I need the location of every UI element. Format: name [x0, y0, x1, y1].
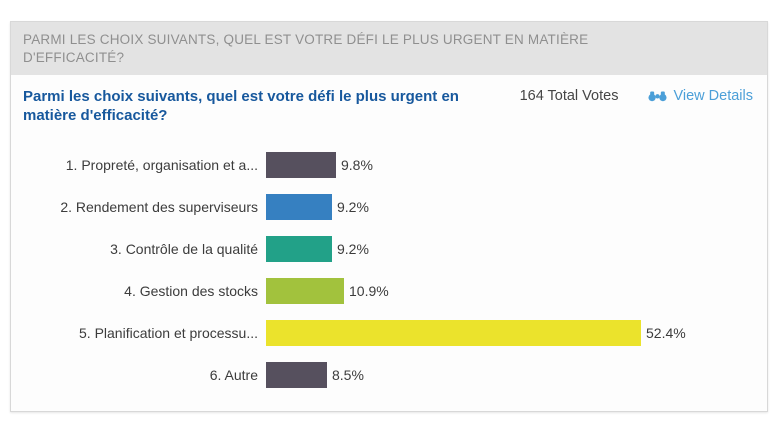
poll-row: 1. Propreté, organisation et a... 9.8% — [23, 144, 755, 186]
total-votes: 164 Total Votes — [519, 88, 619, 104]
poll-option-label: 5. Planification et processu... — [79, 325, 258, 341]
poll-result-card: PARMI LES CHOIX SUIVANTS, QUEL EST VOTRE… — [10, 21, 768, 412]
poll-option-label: 3. Contrôle de la qualité — [110, 241, 258, 257]
binoculars-icon — [648, 90, 667, 102]
poll-bar-value: 9.2% — [337, 241, 369, 257]
poll-bar-value: 8.5% — [332, 367, 364, 383]
view-details-label: View Details — [673, 88, 753, 104]
poll-bar — [266, 320, 641, 346]
poll-row: 2. Rendement des superviseurs 9.2% — [23, 186, 755, 228]
poll-option-label: 2. Rendement des superviseurs — [60, 199, 258, 215]
question-row: Parmi les choix suivants, quel est votre… — [23, 87, 755, 142]
poll-bar-chart: 1. Propreté, organisation et a... 9.8% 2. … — [23, 144, 755, 396]
poll-bar-value: 9.2% — [337, 199, 369, 215]
poll-question-text: Parmi les choix suivants, quel est votre… — [23, 88, 459, 125]
poll-row: 4. Gestion des stocks 10.9% — [23, 270, 755, 312]
poll-card-body: Parmi les choix suivants, quel est votre… — [11, 75, 767, 396]
poll-bar — [266, 236, 332, 262]
poll-row: 5. Planification et processu... 52.4% — [23, 312, 755, 354]
poll-bar — [266, 278, 344, 304]
poll-row: 6. Autre 8.5% — [23, 354, 755, 396]
poll-bar-value: 52.4% — [646, 325, 686, 341]
poll-card-header: PARMI LES CHOIX SUIVANTS, QUEL EST VOTRE… — [11, 22, 767, 75]
poll-header-title: PARMI LES CHOIX SUIVANTS, QUEL EST VOTRE… — [23, 32, 589, 66]
poll-bar — [266, 194, 332, 220]
view-details-link[interactable]: View Details — [648, 88, 753, 104]
poll-bar — [266, 152, 336, 178]
poll-row: 3. Contrôle de la qualité 9.2% — [23, 228, 755, 270]
poll-bar — [266, 362, 327, 388]
poll-bar-value: 10.9% — [349, 283, 389, 299]
poll-meta: 164 Total Votes View Details — [520, 87, 755, 104]
poll-option-label: 6. Autre — [209, 367, 258, 383]
poll-option-label: 4. Gestion des stocks — [124, 283, 258, 299]
poll-bar-value: 9.8% — [341, 157, 373, 173]
poll-option-label: 1. Propreté, organisation et a... — [65, 157, 258, 173]
